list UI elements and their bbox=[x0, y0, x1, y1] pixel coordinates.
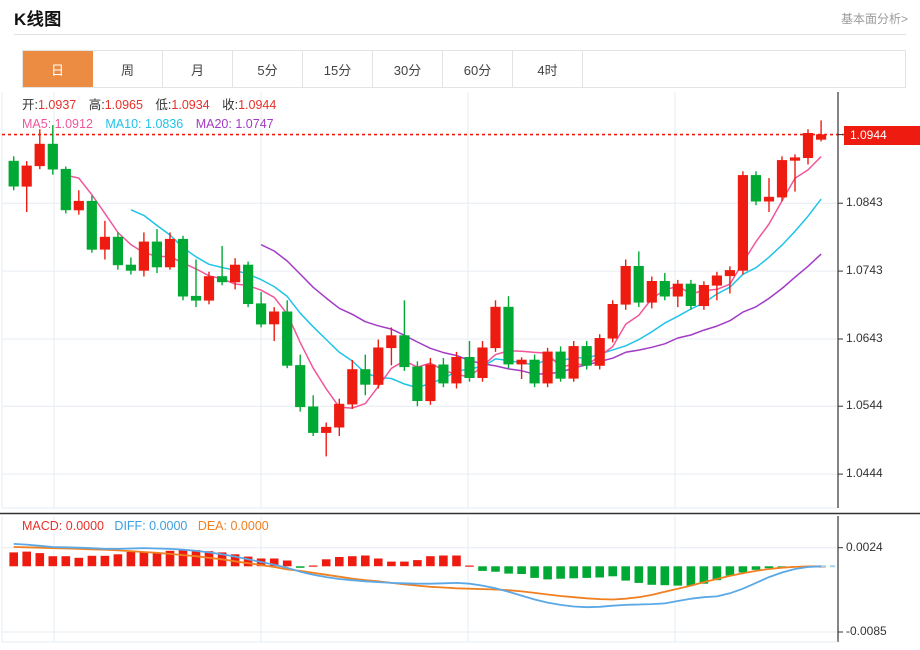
tab-2[interactable]: 月 bbox=[163, 51, 233, 87]
tab-label: 5分 bbox=[257, 62, 278, 78]
price-panel[interactable]: 开:1.0937 高:1.0965 低:1.0934 收:1.0944 MA5:… bbox=[0, 92, 920, 516]
macd-tick-label: -0.0085 bbox=[846, 623, 887, 638]
price-tick-label: 1.0444 bbox=[846, 466, 883, 481]
candlestick-svg[interactable] bbox=[0, 92, 920, 516]
header-divider bbox=[14, 34, 906, 35]
tab-7[interactable]: 4时 bbox=[513, 51, 583, 87]
page-header: K线图 基本面分析> bbox=[0, 0, 920, 34]
tab-label: 周 bbox=[120, 62, 134, 78]
fundamental-analysis-link[interactable]: 基本面分析> bbox=[840, 12, 908, 26]
price-tick-label: 1.0843 bbox=[846, 195, 883, 210]
tab-4[interactable]: 15分 bbox=[303, 51, 373, 87]
current-price-badge: 1.0944 bbox=[844, 125, 920, 145]
page-title: K线图 bbox=[14, 10, 62, 29]
price-tick-label: 1.0544 bbox=[846, 398, 883, 413]
tab-label: 15分 bbox=[323, 62, 352, 78]
chart-area: 开:1.0937 高:1.0965 低:1.0934 收:1.0944 MA5:… bbox=[0, 92, 920, 650]
tab-label: 4时 bbox=[537, 62, 558, 78]
tab-1[interactable]: 周 bbox=[93, 51, 163, 87]
macd-tick-label: 0.0024 bbox=[846, 539, 883, 554]
tab-label: 日 bbox=[50, 62, 64, 78]
tab-0[interactable]: 日 bbox=[23, 51, 93, 87]
macd-svg[interactable] bbox=[0, 516, 920, 650]
timeframe-tabbar[interactable]: 日 周 月 5分 15分 30分 60分 4时 bbox=[22, 50, 906, 88]
tab-5[interactable]: 30分 bbox=[373, 51, 443, 87]
tab-6[interactable]: 60分 bbox=[443, 51, 513, 87]
tab-3[interactable]: 5分 bbox=[233, 51, 303, 87]
tab-label: 月 bbox=[190, 62, 204, 78]
tab-label: 60分 bbox=[463, 62, 492, 78]
price-tick-label: 1.0643 bbox=[846, 330, 883, 345]
tabbar-filler bbox=[583, 51, 905, 87]
macd-panel[interactable]: MACD: 0.0000 DIFF: 0.0000 DEA: 0.0000 0.… bbox=[0, 516, 920, 650]
price-tick-label: 1.0743 bbox=[846, 263, 883, 278]
tab-label: 30分 bbox=[393, 62, 422, 78]
